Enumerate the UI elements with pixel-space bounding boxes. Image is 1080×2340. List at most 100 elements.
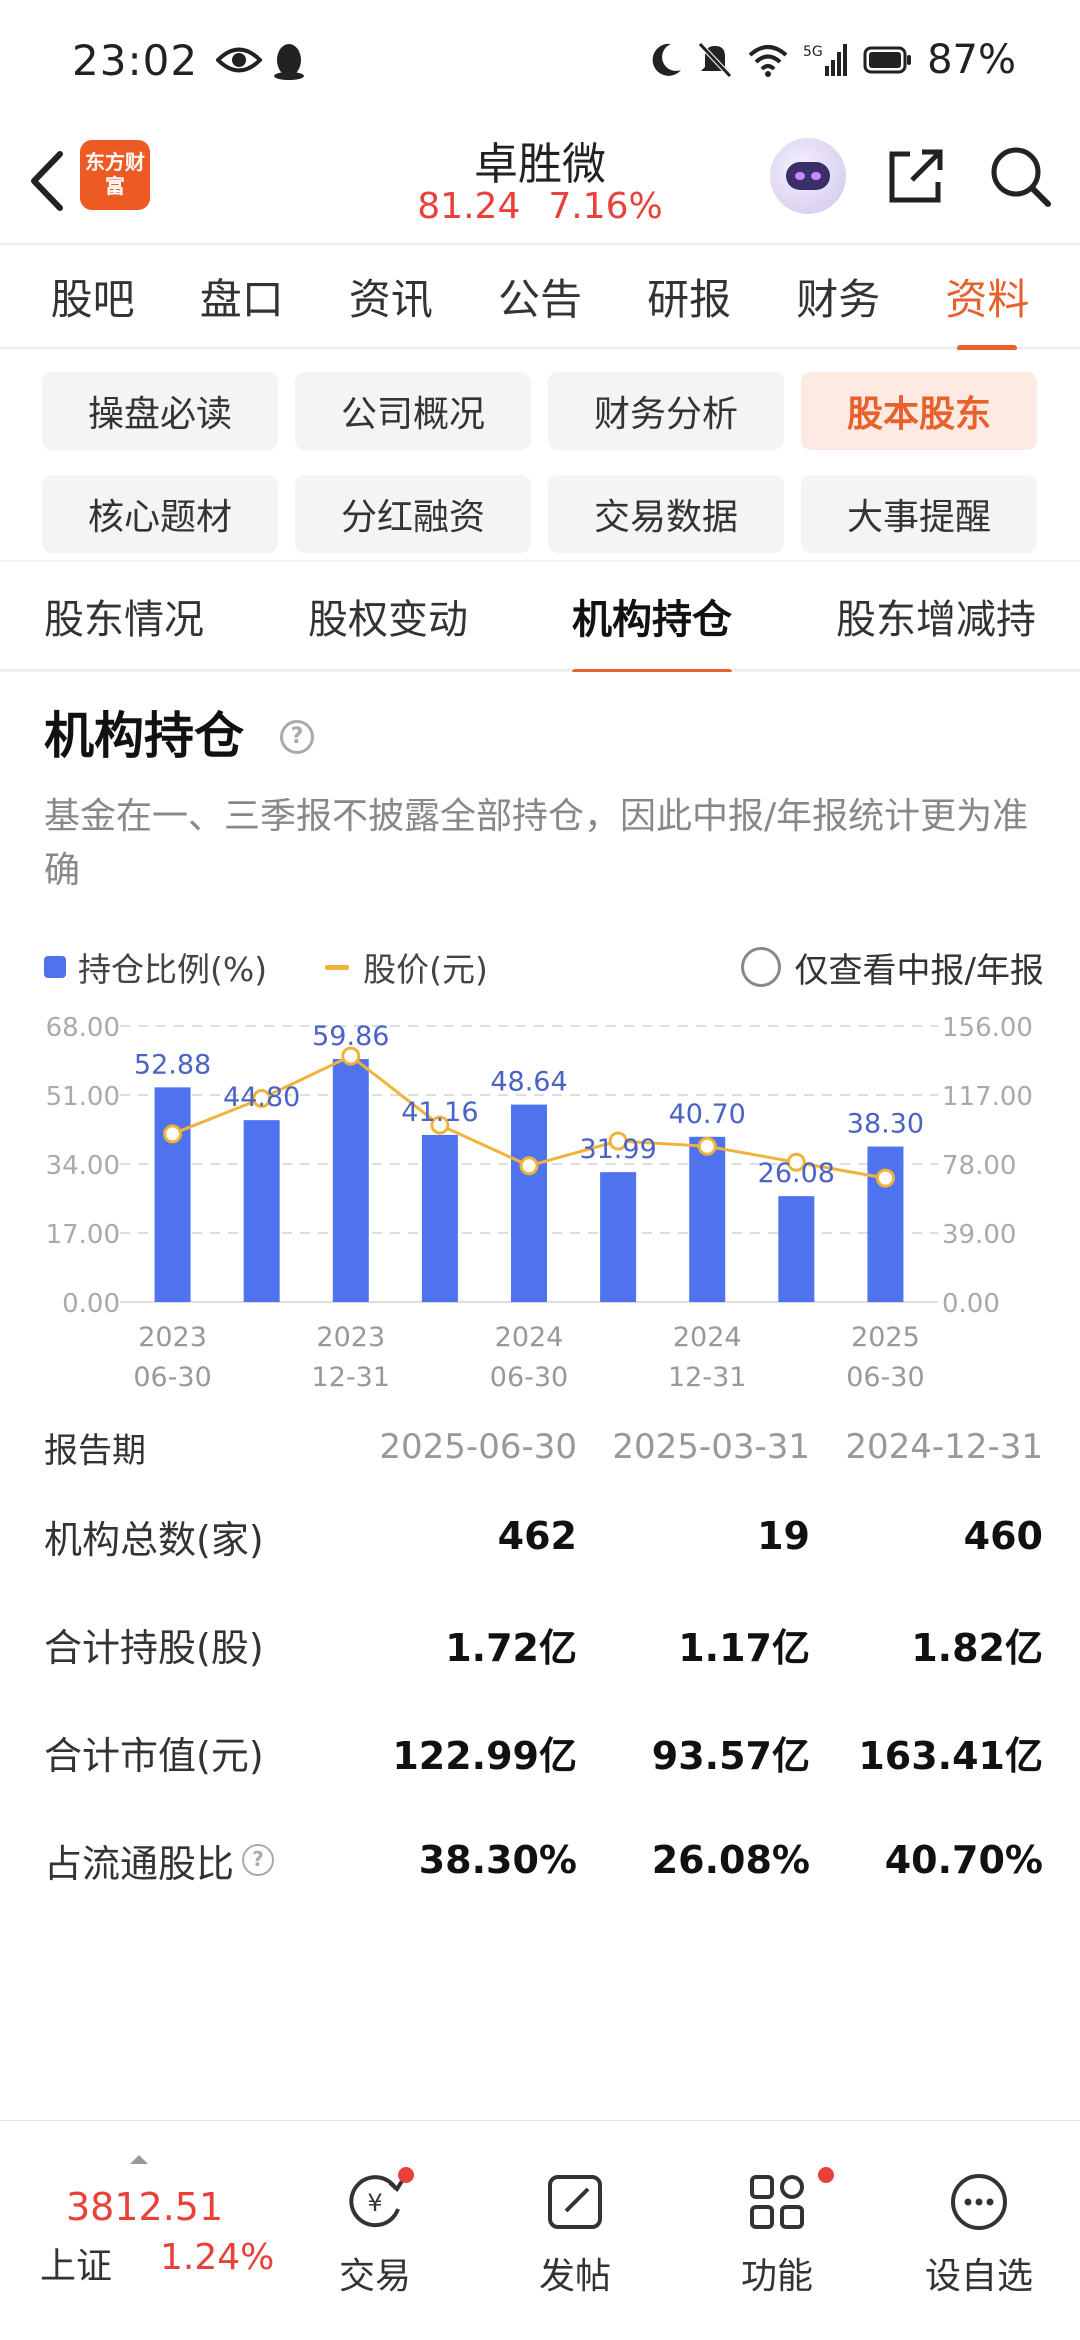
nav-post[interactable]: 发帖 [500,2171,650,2299]
price-point [252,1089,272,1109]
price-point [875,1168,895,1188]
ai-assistant-avatar[interactable] [770,138,846,214]
left-axis-tick-label: 68.00 [46,1013,120,1043]
signal-5g-icon: 5G [803,44,848,76]
nav-watchlist[interactable]: 设自选 [904,2171,1054,2299]
tab-news[interactable]: 资讯 [348,274,433,324]
section-tab-bar: 股东情况 股权变动 机构持仓 股东增减持 [0,562,1080,675]
sub-core-themes[interactable]: 核心题材 [42,474,278,553]
cell-value: 19 [757,1514,810,1558]
notification-dot [398,2167,414,2183]
battery-percent: 87% [927,37,1016,83]
price-point [430,1115,450,1135]
legend-stock-price-label: 股价(元) [363,950,488,989]
bar [154,1087,191,1302]
nav-watchlist-label: 设自选 [924,2256,1033,2297]
search-icon[interactable] [988,144,1052,208]
edit-post-icon [548,2175,602,2229]
bar-value-label: 48.64 [490,1067,567,1098]
bar-value-label: 59.86 [312,1021,389,1052]
row-label-with-help: 占流通股比 ? [44,1833,344,1888]
tab-equity-change[interactable]: 股权变动 [308,596,468,643]
bar [332,1059,369,1302]
tab-institutional-holdings[interactable]: 机构持仓 [572,587,732,675]
tab-announcement[interactable]: 公告 [497,274,582,324]
nav-post-label: 发帖 [538,2256,611,2297]
profile-subcategory-grid: 操盘必读 公司概况 财务分析 股本股东 核心题材 分红融资 交易数据 大事提醒 [0,350,1080,560]
left-axis-tick-label: 34.00 [46,1151,120,1181]
right-axis-tick-label: 156.00 [942,1013,1033,1043]
battery-icon [863,46,912,74]
radio-circle-icon[interactable] [740,947,781,987]
line-swatch [325,964,350,970]
stock-price: 81.24 [417,186,521,227]
left-axis-tick-label: 51.00 [46,1082,120,1112]
x-tick-label: 2023 [138,1322,207,1353]
eye-icon [216,47,263,73]
back-arrow-icon[interactable] [20,146,76,216]
sub-dividend-financing[interactable]: 分红融资 [295,474,531,553]
price-point [786,1152,806,1172]
x-tick-label: 06-30 [846,1362,924,1393]
sub-company-overview[interactable]: 公司概况 [295,372,531,450]
sub-trading-data[interactable]: 交易数据 [548,474,784,553]
tab-guba[interactable]: 股吧 [50,274,135,324]
main-tab-bar: 股吧 盘口 资讯 公告 研报 财务 资料 [0,244,1080,351]
sub-trading-guide[interactable]: 操盘必读 [42,372,278,450]
x-tick-label: 06-30 [133,1362,211,1393]
bar [243,1120,280,1302]
bar-value-label: 44.80 [223,1082,300,1113]
tab-pankou[interactable]: 盘口 [199,274,284,324]
tab-holding-changes[interactable]: 股东增减持 [836,596,1036,643]
legend-stock-price[interactable]: 股价(元) [325,943,488,991]
right-axis-tick-label: 39.00 [942,1220,1016,1250]
legend-holding-ratio[interactable]: 持仓比例(%) [44,943,267,991]
bar [689,1136,726,1302]
left-axis-tick-label: 0.00 [62,1289,120,1319]
price-point [341,1046,361,1066]
caret-up-icon[interactable] [130,2155,148,2164]
x-tick-label: 12-31 [312,1362,390,1393]
card-title: 机构持仓 [44,707,244,765]
mute-bell-icon [698,42,732,78]
right-axis-tick-label: 78.00 [942,1151,1016,1181]
cell-value: 38.30% [418,1838,577,1882]
tab-profile[interactable]: 资料 [939,266,1035,351]
sub-events[interactable]: 大事提醒 [801,474,1037,553]
sub-shareholders[interactable]: 股本股东 [801,372,1037,450]
tab-shareholder-status[interactable]: 股东情况 [44,596,204,643]
table-row: 占流通股比 ? 38.30% 26.08% 40.70% [44,1806,1044,1914]
cell-value: 1.72亿 [445,1625,577,1670]
cell-value: 122.99亿 [392,1733,577,1778]
tab-finance[interactable]: 财务 [796,274,881,324]
table-row: 合计持股(股) 1.72亿 1.17亿 1.82亿 [44,1590,1044,1698]
bar [421,1134,458,1302]
penguin-icon [274,44,305,80]
nav-trade[interactable]: ¥ 交易 [300,2167,450,2299]
index-value: 3812.51 [66,2185,224,2229]
price-point [163,1124,183,1144]
share-icon[interactable] [884,144,948,208]
row-label: 合计市值(元) [44,1733,264,1778]
help-icon[interactable]: ? [242,1844,275,1876]
market-index-widget[interactable]: 3812.51 上证 1.24% [30,2141,290,2291]
cell-value: 460 [963,1514,1043,1558]
right-axis-tick-label: 0.00 [942,1289,1000,1319]
app-logo[interactable]: 东方财富 [80,140,150,210]
tab-research[interactable]: 研报 [647,274,732,324]
nav-functions-label: 功能 [740,2256,813,2297]
price-point [608,1131,628,1151]
table-header-date: 2025-06-30 [379,1427,577,1467]
holdings-table: 报告期 2025-06-30 2025-03-31 2024-12-31 机构总… [44,1412,1044,1914]
nav-trade-label: 交易 [338,2256,411,2297]
semiannual-only-toggle[interactable]: 仅查看中报/年报 [740,943,1044,992]
nav-functions[interactable]: 功能 [702,2167,852,2299]
bar-swatch [44,956,66,978]
sub-financial-analysis[interactable]: 财务分析 [548,372,784,450]
cell-value: 462 [497,1514,577,1558]
bar-value-label: 52.88 [134,1049,211,1080]
x-tick-label: 2024 [673,1322,742,1353]
chart-legend: 持仓比例(%) 股价(元) 仅查看中报/年报 [44,942,1044,992]
moon-icon [652,43,682,76]
help-icon[interactable]: ? [280,720,314,754]
